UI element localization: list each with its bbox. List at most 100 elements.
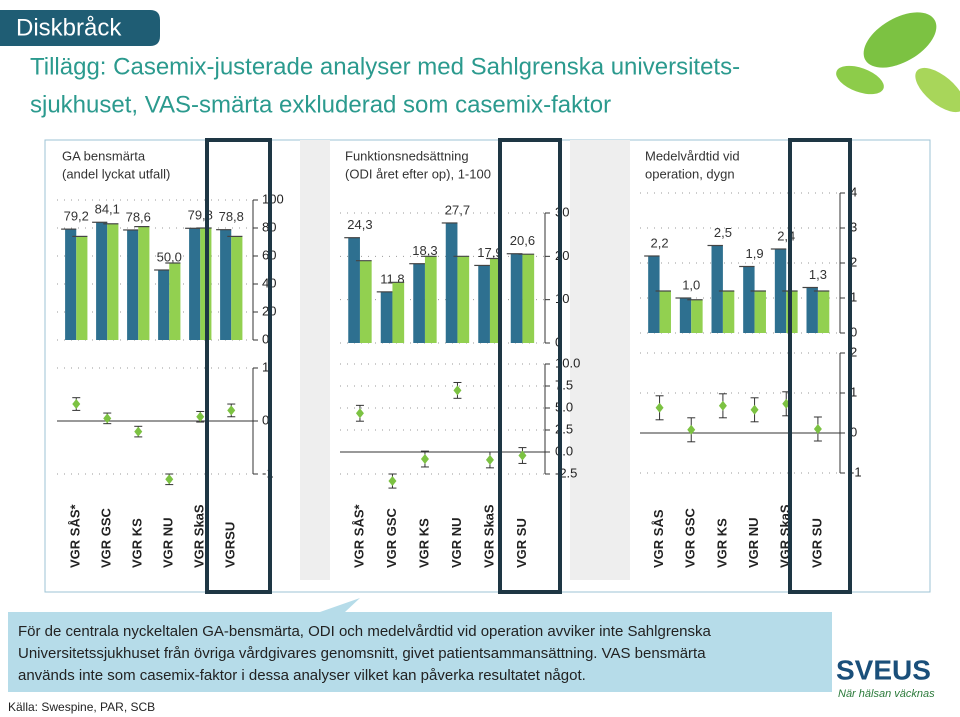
chart-title: (ODI året efter op), 1-100	[345, 166, 491, 181]
bar	[478, 265, 490, 343]
value-label: 2,2	[651, 235, 669, 250]
y-tick-label: -1	[262, 465, 274, 480]
value-label: 20,6	[510, 233, 535, 248]
bar	[754, 291, 766, 333]
x-tick-label: VGR NU	[449, 517, 464, 568]
y-tick-label: 4	[850, 184, 857, 199]
point	[655, 402, 664, 413]
y-tick-label: 10	[555, 291, 569, 306]
y-tick-label: 2	[850, 344, 857, 359]
y-tick-label: 0	[262, 412, 269, 427]
point	[103, 413, 112, 424]
bar	[231, 236, 243, 340]
x-tick-label: VGR SÅS*	[68, 503, 83, 568]
point	[196, 411, 205, 422]
x-tick-label: VGR NU	[161, 517, 176, 568]
x-tick-label: VGR NU	[746, 517, 761, 568]
point	[518, 450, 527, 461]
chart-title: operation, dygn	[645, 166, 735, 181]
x-tick-label: VGR KS	[130, 518, 145, 568]
footer-text: Universitetssjukhuset från övriga vårdgi…	[18, 645, 706, 662]
bar	[489, 258, 502, 343]
y-tick-label: 1	[262, 359, 269, 374]
value-label: 1,9	[746, 246, 764, 261]
y-tick-label: 100	[262, 191, 284, 206]
point	[750, 404, 759, 415]
bar	[743, 266, 755, 333]
logo: SVEUS	[836, 654, 931, 685]
y-tick-label: 0	[262, 331, 269, 346]
x-tick-label: VGR GSC	[99, 507, 114, 568]
x-tick-label: VGR SkaS	[481, 504, 496, 568]
bar	[457, 256, 470, 343]
bar	[413, 263, 425, 343]
y-tick-label: 0	[850, 424, 857, 439]
bar	[774, 249, 787, 333]
x-tick-label: VGR GSC	[683, 507, 698, 568]
bar	[445, 222, 458, 343]
value-label: 79,8	[188, 208, 213, 223]
bar	[817, 291, 830, 333]
value-label: 78,8	[219, 209, 244, 224]
source: Källa: Swespine, PAR, SCB	[8, 700, 155, 714]
slide-title: sjukhuset, VAS-smärta exkluderad som cas…	[30, 91, 611, 118]
bar	[722, 291, 735, 333]
bar	[806, 287, 818, 333]
value-label: 24,3	[347, 217, 372, 232]
point	[813, 424, 822, 434]
point	[687, 424, 696, 435]
value-label: 1,3	[809, 267, 827, 282]
x-tick-label: VGR SU	[514, 518, 529, 568]
y-tick-label: 1	[850, 384, 857, 399]
footer-text: används inte som casemix-faktor i dessa …	[18, 667, 586, 684]
bar	[65, 229, 77, 340]
x-tick-label: VGR SÅS	[651, 509, 666, 568]
point	[355, 408, 364, 419]
highlight-box	[498, 138, 562, 594]
bar	[107, 223, 119, 340]
bar	[158, 270, 170, 340]
bar	[380, 291, 393, 343]
bar	[189, 228, 201, 340]
bar	[169, 263, 181, 340]
point	[72, 399, 81, 410]
bar	[648, 256, 660, 333]
slide-title: Tillägg: Casemix-justerade analyser med …	[30, 53, 740, 80]
chart-title: Medelvårdtid vid	[645, 148, 740, 163]
point	[420, 454, 429, 465]
bar	[359, 260, 372, 343]
y-tick-label: 2	[850, 254, 857, 269]
bar	[510, 253, 523, 343]
point	[485, 454, 494, 465]
bar	[76, 236, 88, 340]
x-tick-label: VGR GSC	[384, 507, 399, 568]
section-tag	[0, 10, 160, 46]
section-tag-text: Diskbråck	[16, 14, 122, 41]
chart-title: GA bensmärta	[62, 148, 146, 163]
highlight-box	[205, 138, 272, 594]
value-label: 84,1	[95, 202, 120, 217]
x-tick-label: VGR SÅS*	[351, 503, 366, 568]
point	[134, 426, 143, 437]
leaves	[836, 12, 960, 113]
bar	[348, 237, 360, 343]
bar	[691, 299, 703, 333]
x-tick-label: VGR KS	[416, 518, 431, 568]
chart-title: (andel lyckat utfall)	[62, 166, 170, 181]
panel-gap	[570, 140, 630, 580]
y-tick-label: 0	[850, 324, 857, 339]
bar	[127, 229, 139, 340]
bar	[138, 226, 150, 340]
panel-gap	[300, 140, 330, 580]
x-tick-label: VGR SU	[809, 518, 824, 568]
logo-tagline: När hälsan väcknas	[838, 688, 935, 700]
value-label: 27,7	[445, 202, 470, 217]
point	[718, 400, 727, 411]
value-label: 79,2	[64, 209, 89, 224]
bar	[220, 229, 232, 340]
value-label: 50,0	[157, 249, 182, 264]
bar	[424, 256, 437, 343]
bar	[659, 291, 671, 333]
y-tick-label: 2.5	[555, 421, 573, 436]
